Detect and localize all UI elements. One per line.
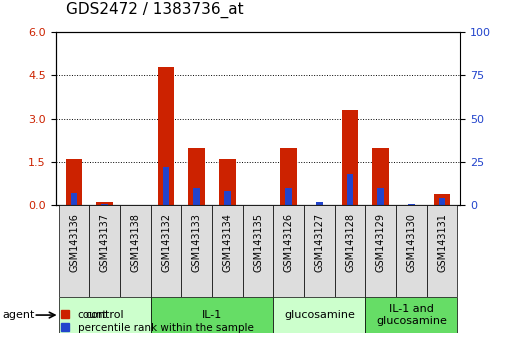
Bar xyxy=(101,204,108,205)
Bar xyxy=(89,205,120,297)
Bar xyxy=(242,205,273,297)
Bar xyxy=(158,67,174,205)
Text: GSM143136: GSM143136 xyxy=(69,213,79,272)
Bar xyxy=(304,205,334,297)
Bar xyxy=(150,205,181,297)
Bar xyxy=(219,159,235,205)
Text: IL-1: IL-1 xyxy=(201,310,222,320)
Text: GSM143138: GSM143138 xyxy=(130,213,140,272)
Bar xyxy=(181,205,212,297)
Bar xyxy=(212,205,242,297)
Bar xyxy=(71,193,77,205)
Bar xyxy=(346,174,352,205)
Text: GDS2472 / 1383736_at: GDS2472 / 1383736_at xyxy=(66,1,243,18)
Text: GSM143133: GSM143133 xyxy=(191,213,201,272)
Text: control: control xyxy=(85,310,124,320)
Text: GSM143137: GSM143137 xyxy=(99,213,110,272)
Text: GSM143132: GSM143132 xyxy=(161,213,171,272)
Bar xyxy=(372,148,388,205)
Bar xyxy=(193,188,199,205)
Text: glucosamine: glucosamine xyxy=(283,310,354,320)
Bar xyxy=(273,297,365,333)
Text: GSM143126: GSM143126 xyxy=(283,213,293,272)
Text: IL-1 and
glucosamine: IL-1 and glucosamine xyxy=(375,304,446,326)
Bar xyxy=(66,159,82,205)
Bar xyxy=(395,205,426,297)
Text: agent: agent xyxy=(3,310,35,320)
Text: GSM143135: GSM143135 xyxy=(252,213,263,272)
Bar xyxy=(365,205,395,297)
Bar xyxy=(96,202,113,205)
Bar xyxy=(59,205,89,297)
Text: GSM143127: GSM143127 xyxy=(314,213,324,272)
Bar xyxy=(273,205,304,297)
Bar xyxy=(188,148,205,205)
Bar xyxy=(150,297,273,333)
Text: GSM143134: GSM143134 xyxy=(222,213,232,272)
Bar xyxy=(433,194,449,205)
Text: GSM143128: GSM143128 xyxy=(344,213,355,272)
Bar xyxy=(224,192,230,205)
Text: GSM143130: GSM143130 xyxy=(406,213,416,272)
Legend: count, percentile rank within the sample: count, percentile rank within the sample xyxy=(61,310,253,333)
Bar xyxy=(365,297,457,333)
Text: GSM143129: GSM143129 xyxy=(375,213,385,272)
Bar xyxy=(120,205,150,297)
Bar xyxy=(426,205,457,297)
Bar xyxy=(280,148,296,205)
Bar xyxy=(163,167,169,205)
Bar xyxy=(59,297,150,333)
Bar xyxy=(285,188,291,205)
Bar xyxy=(438,198,444,205)
Bar xyxy=(316,202,322,205)
Bar xyxy=(334,205,365,297)
Bar xyxy=(407,204,414,205)
Bar xyxy=(377,188,383,205)
Bar xyxy=(341,110,358,205)
Text: GSM143131: GSM143131 xyxy=(436,213,446,272)
